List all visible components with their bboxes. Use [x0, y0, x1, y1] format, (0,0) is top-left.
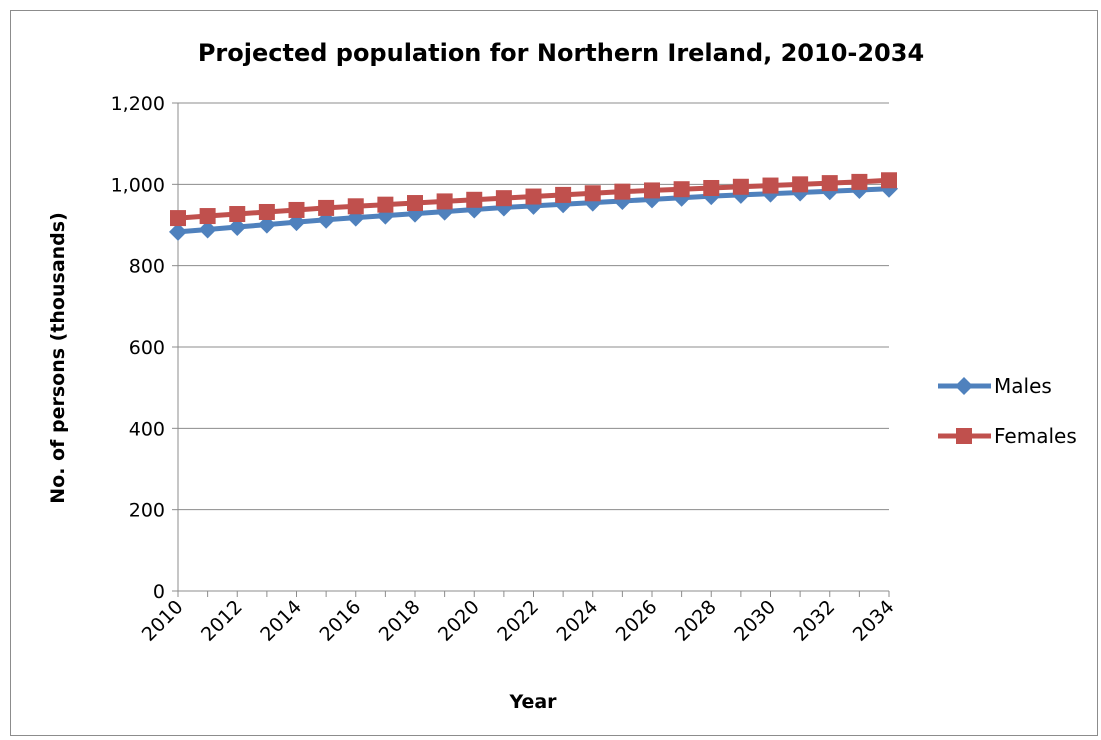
axes: [172, 102, 890, 597]
data-point: [881, 172, 897, 189]
y-tick-label: 600: [129, 337, 165, 359]
series-females: [170, 172, 897, 227]
data-point: [407, 195, 423, 212]
x-tick-label: 2026: [612, 596, 662, 646]
y-tick-label: 0: [153, 581, 165, 603]
data-point: [821, 175, 838, 192]
x-tick-label: 2018: [375, 596, 425, 646]
y-tick-label: 400: [129, 418, 165, 440]
legend-marker: [956, 428, 972, 444]
x-tick-label: 2010: [138, 596, 188, 646]
y-tick-label: 800: [129, 256, 165, 278]
data-point: [199, 208, 216, 225]
y-axis-title: No. of persons (thousands): [47, 212, 69, 504]
chart-frame: Projected population for Northern Irelan…: [10, 10, 1098, 736]
legend-label: Males: [994, 374, 1052, 398]
legend: Males Females: [938, 374, 1077, 448]
data-point: [228, 218, 247, 237]
data-point: [170, 210, 186, 227]
data-point: [555, 186, 572, 203]
x-tick-label: 2012: [197, 596, 247, 646]
legend-item-males: Males: [938, 374, 1052, 398]
data-point: [495, 190, 512, 207]
line-chart: Projected population for Northern Irelan…: [47, 39, 1077, 713]
legend-label: Females: [994, 424, 1077, 448]
data-point: [318, 199, 335, 216]
legend-item-females: Females: [938, 424, 1077, 448]
data-point: [673, 181, 690, 198]
x-tick-label: 2014: [256, 596, 306, 646]
data-point: [762, 177, 779, 194]
data-point: [257, 215, 276, 234]
data-point: [258, 203, 275, 220]
data-point: [614, 183, 631, 200]
gridlines: [178, 102, 889, 511]
x-tick-label: 2024: [553, 596, 603, 646]
chart-title: Projected population for Northern Irelan…: [198, 39, 924, 67]
x-axis-title: Year: [508, 691, 557, 713]
x-tick-label: 2020: [434, 596, 484, 646]
data-point: [732, 178, 749, 195]
data-point: [377, 196, 394, 213]
data-point: [792, 176, 809, 193]
data-point: [584, 185, 601, 202]
y-tick-label: 1,000: [111, 174, 165, 196]
data-point: [703, 179, 720, 196]
data-point: [169, 222, 187, 241]
x-tick-label: 2022: [493, 596, 543, 646]
data-point: [288, 201, 305, 218]
x-tick-labels: 2010 2012 2014 2016 2018 2020 2022 2024 2026 2028…: [138, 596, 899, 646]
data-point: [466, 191, 483, 208]
legend-marker: [955, 377, 973, 395]
data-point: [851, 173, 868, 190]
x-tick-label: 2034: [849, 596, 899, 646]
x-tick-label: 2016: [316, 596, 366, 646]
y-tick-labels: 0 200 400 600 800 1,000 1,200: [111, 93, 165, 603]
data-point: [347, 198, 364, 215]
data-point: [525, 188, 542, 205]
data-point: [229, 206, 246, 223]
x-tick-label: 2028: [671, 596, 721, 646]
y-tick-label: 1,200: [111, 93, 165, 115]
series-layer: [169, 172, 898, 241]
y-tick-label: 200: [129, 500, 165, 522]
data-point: [198, 220, 217, 239]
x-tick-label: 2032: [790, 596, 840, 646]
x-tick-label: 2030: [730, 596, 780, 646]
data-point: [644, 182, 660, 199]
data-point: [436, 193, 453, 210]
